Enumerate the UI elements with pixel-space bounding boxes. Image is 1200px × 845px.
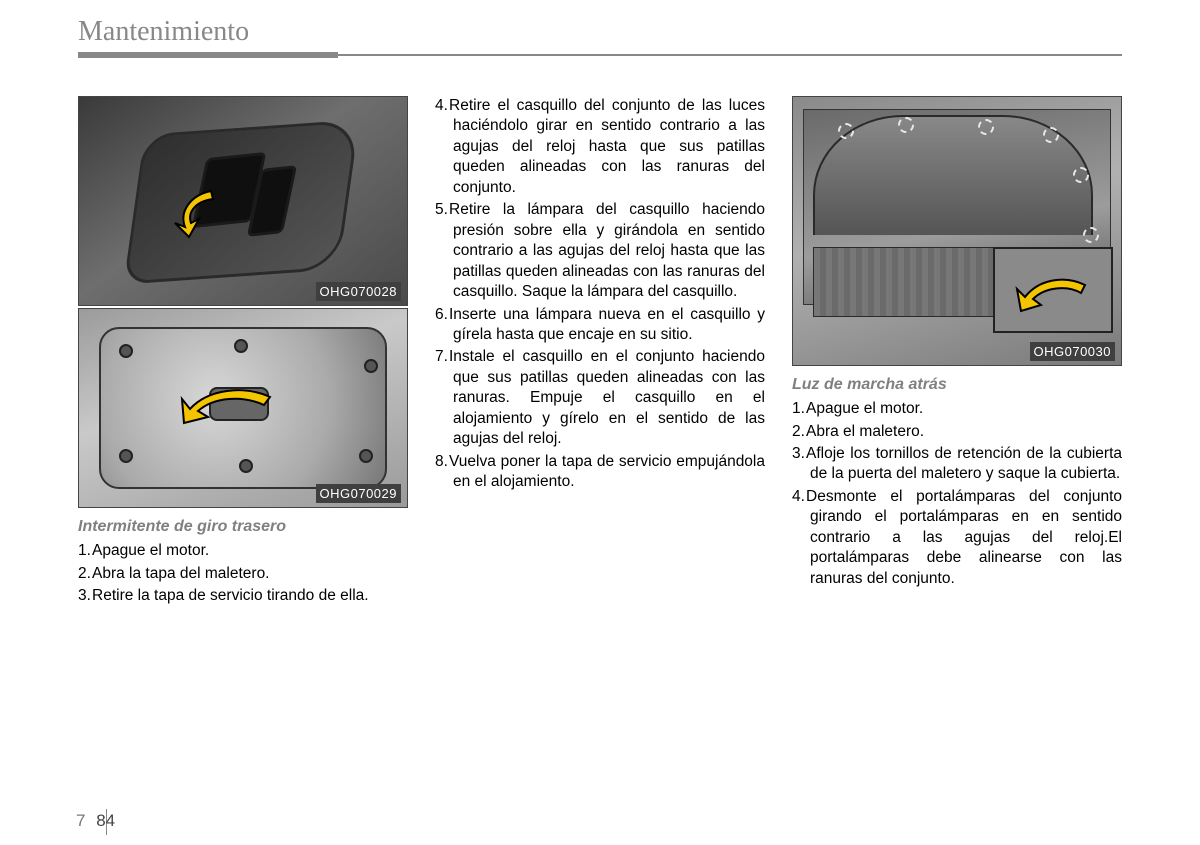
step-text: Afloje los tornillos de retención de la … xyxy=(806,445,1122,482)
subheading-rear-turn: Intermitente de giro trasero xyxy=(78,516,408,537)
list-item: 8.Vuelva poner la tapa de servicio empuj… xyxy=(435,452,765,493)
figure-code: OHG070030 xyxy=(1030,342,1116,361)
list-item: 1.Apague el motor. xyxy=(78,541,408,561)
arrow-icon xyxy=(171,183,241,239)
page-title: Mantenimiento xyxy=(78,16,1122,48)
list-item: 4.Desmonte el portalámparas del conjunto… xyxy=(792,487,1122,589)
list-item: 2.Abra la tapa del maletero. xyxy=(78,564,408,584)
content-grid: OHG070028 OHG070029 Intermitente de giro… xyxy=(78,96,1122,608)
page-footer: 7 84 xyxy=(76,811,115,831)
arrow-icon xyxy=(1013,273,1097,319)
column-2: 4.Retire el casquillo del conjunto de la… xyxy=(435,96,765,608)
page-header: Mantenimiento xyxy=(78,16,1122,56)
header-rule xyxy=(78,54,1122,56)
step-text: Inserte una lámpara nueva en el casquill… xyxy=(449,306,765,343)
list-item: 3.Retire la tapa de servicio tirando de … xyxy=(78,586,408,606)
step-text: Desmonte el portalámparas del conjunto g… xyxy=(806,488,1122,587)
step-text: Retire la lámpara del casquillo haciendo… xyxy=(449,201,765,300)
figure-service-cover: OHG070028 xyxy=(78,96,408,306)
step-text: Instale el casquillo en el conjunto haci… xyxy=(449,348,765,447)
figure-trunk-open: OHG070030 xyxy=(792,96,1122,366)
steps-list-2: 4.Retire el casquillo del conjunto de la… xyxy=(435,96,765,493)
list-item: 5.Retire la lámpara del casquillo hacien… xyxy=(435,200,765,302)
list-item: 6.Inserte una lámpara nueva en el casqui… xyxy=(435,305,765,346)
steps-list-3: 1.Apague el motor. 2.Abra el maletero. 3… xyxy=(792,399,1122,589)
column-1: OHG070028 OHG070029 Intermitente de giro… xyxy=(78,96,408,608)
steps-list-1: 1.Apague el motor. 2.Abra la tapa del ma… xyxy=(78,541,408,606)
step-text: Apague el motor. xyxy=(92,542,209,559)
section-number: 7 xyxy=(76,811,85,830)
list-item: 1.Apague el motor. xyxy=(792,399,1122,419)
list-item: 2.Abra el maletero. xyxy=(792,422,1122,442)
step-text: Retire el casquillo del conjunto de las … xyxy=(449,97,765,196)
list-item: 3.Afloje los tornillos de retención de l… xyxy=(792,444,1122,485)
figure-bulb-socket: OHG070029 xyxy=(78,308,408,508)
figure-code: OHG070029 xyxy=(316,484,402,503)
list-item: 7.Instale el casquillo en el conjunto ha… xyxy=(435,347,765,449)
step-text: Abra la tapa del maletero. xyxy=(92,565,270,582)
arrow-icon xyxy=(174,381,284,431)
list-item: 4.Retire el casquillo del conjunto de la… xyxy=(435,96,765,198)
column-3: OHG070030 Luz de marcha atrás 1.Apague e… xyxy=(792,96,1122,608)
step-text: Abra el maletero. xyxy=(806,423,924,440)
figure-code: OHG070028 xyxy=(316,282,402,301)
step-text: Apague el motor. xyxy=(806,400,923,417)
step-text: Retire la tapa de servicio tirando de el… xyxy=(92,587,369,604)
subheading-reverse-light: Luz de marcha atrás xyxy=(792,374,1122,395)
page-number: 84 xyxy=(96,811,115,830)
step-text: Vuelva poner la tapa de servicio empuján… xyxy=(449,453,765,490)
